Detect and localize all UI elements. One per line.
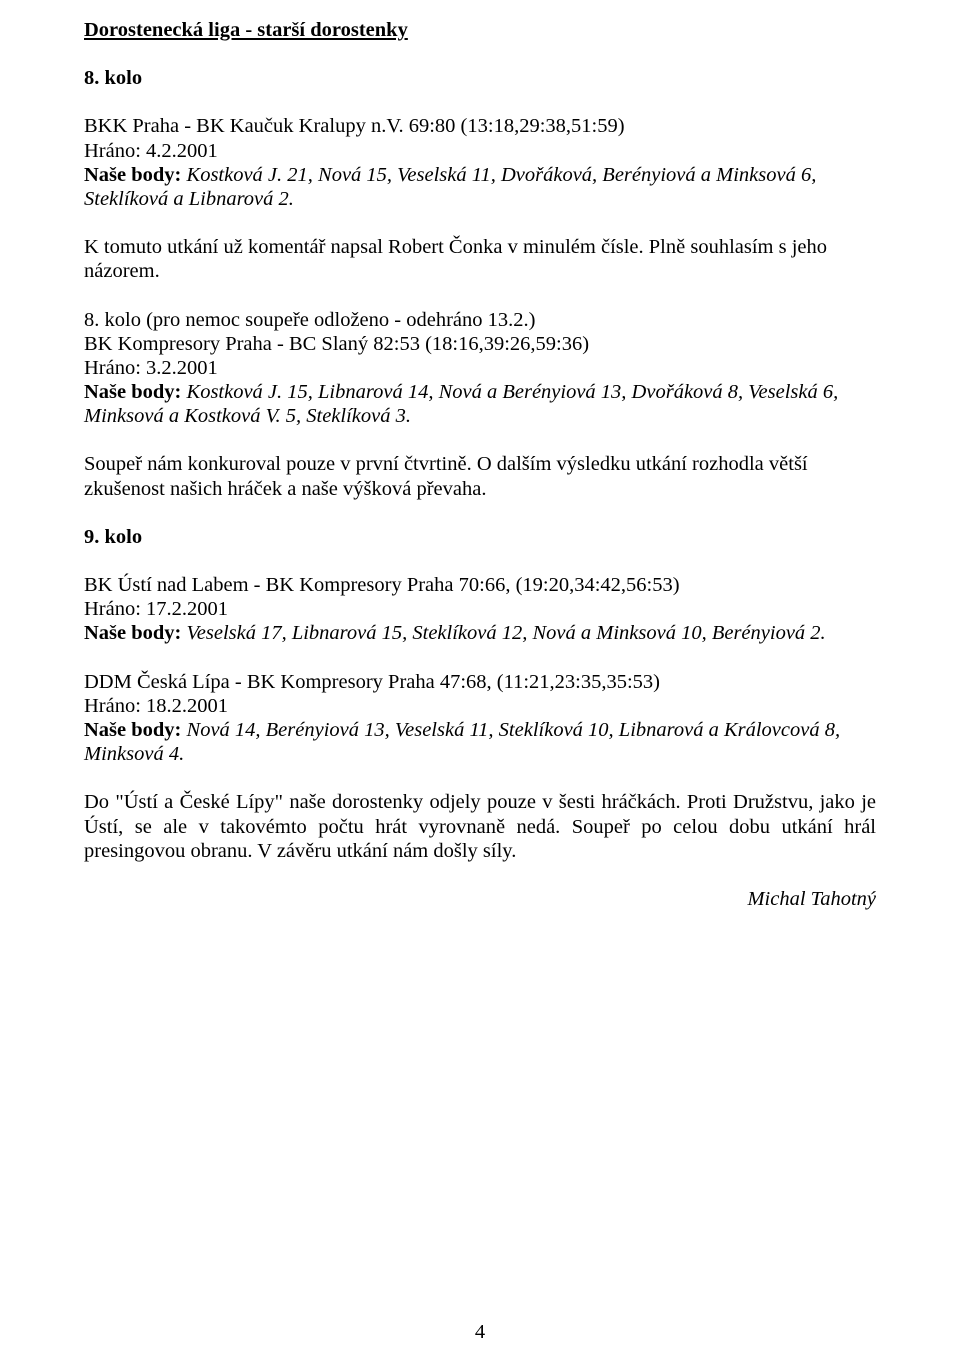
match-date: Hráno: 17.2.2001 bbox=[84, 597, 876, 621]
round-label: 9. kolo bbox=[84, 525, 876, 549]
match-intro: 8. kolo (pro nemoc soupeře odloženo - od… bbox=[84, 308, 876, 332]
author-signature: Michal Tahotný bbox=[84, 887, 876, 911]
match-block: 8. kolo (pro nemoc soupeře odloženo - od… bbox=[84, 308, 876, 429]
match-result: BK Ústí nad Labem - BK Kompresory Praha … bbox=[84, 573, 876, 597]
match-body-line: Naše body: Kostková J. 21, Nová 15, Vese… bbox=[84, 163, 876, 211]
match-date: Hráno: 3.2.2001 bbox=[84, 356, 876, 380]
match-block: DDM Česká Lípa - BK Kompresory Praha 47:… bbox=[84, 670, 876, 767]
document-page: Dorostenecká liga - starší dorostenky 8.… bbox=[0, 0, 960, 1362]
body-players: Kostková J. 21, Nová 15, Veselská 11, Dv… bbox=[84, 164, 816, 210]
match-result: DDM Česká Lípa - BK Kompresory Praha 47:… bbox=[84, 670, 876, 694]
page-number: 4 bbox=[0, 1320, 960, 1344]
commentary: Soupeř nám konkuroval pouze v první čtvr… bbox=[84, 452, 876, 500]
commentary: Do "Ústí a České Lípy" naše dorostenky o… bbox=[84, 790, 876, 863]
round-label: 8. kolo bbox=[84, 66, 876, 90]
body-label: Naše body: bbox=[84, 719, 181, 741]
body-label: Naše body: bbox=[84, 381, 181, 403]
match-date: Hráno: 18.2.2001 bbox=[84, 694, 876, 718]
match-body-line: Naše body: Nová 14, Berényiová 13, Vesel… bbox=[84, 718, 876, 766]
match-body-line: Naše body: Veselská 17, Libnarová 15, St… bbox=[84, 621, 876, 645]
body-players: Kostková J. 15, Libnarová 14, Nová a Ber… bbox=[84, 381, 838, 427]
match-date: Hráno: 4.2.2001 bbox=[84, 139, 876, 163]
match-block: BK Ústí nad Labem - BK Kompresory Praha … bbox=[84, 573, 876, 646]
body-label: Naše body: bbox=[84, 622, 181, 644]
body-players: Nová 14, Berényiová 13, Veselská 11, Ste… bbox=[84, 719, 840, 765]
match-result: BKK Praha - BK Kaučuk Kralupy n.V. 69:80… bbox=[84, 114, 876, 138]
match-body-line: Naše body: Kostková J. 15, Libnarová 14,… bbox=[84, 380, 876, 428]
page-title: Dorostenecká liga - starší dorostenky bbox=[84, 18, 876, 42]
body-players: Veselská 17, Libnarová 15, Steklíková 12… bbox=[181, 622, 825, 644]
commentary: K tomuto utkání už komentář napsal Rober… bbox=[84, 235, 876, 283]
match-block: BKK Praha - BK Kaučuk Kralupy n.V. 69:80… bbox=[84, 114, 876, 211]
match-result: BK Kompresory Praha - BC Slaný 82:53 (18… bbox=[84, 332, 876, 356]
body-label: Naše body: bbox=[84, 164, 181, 186]
